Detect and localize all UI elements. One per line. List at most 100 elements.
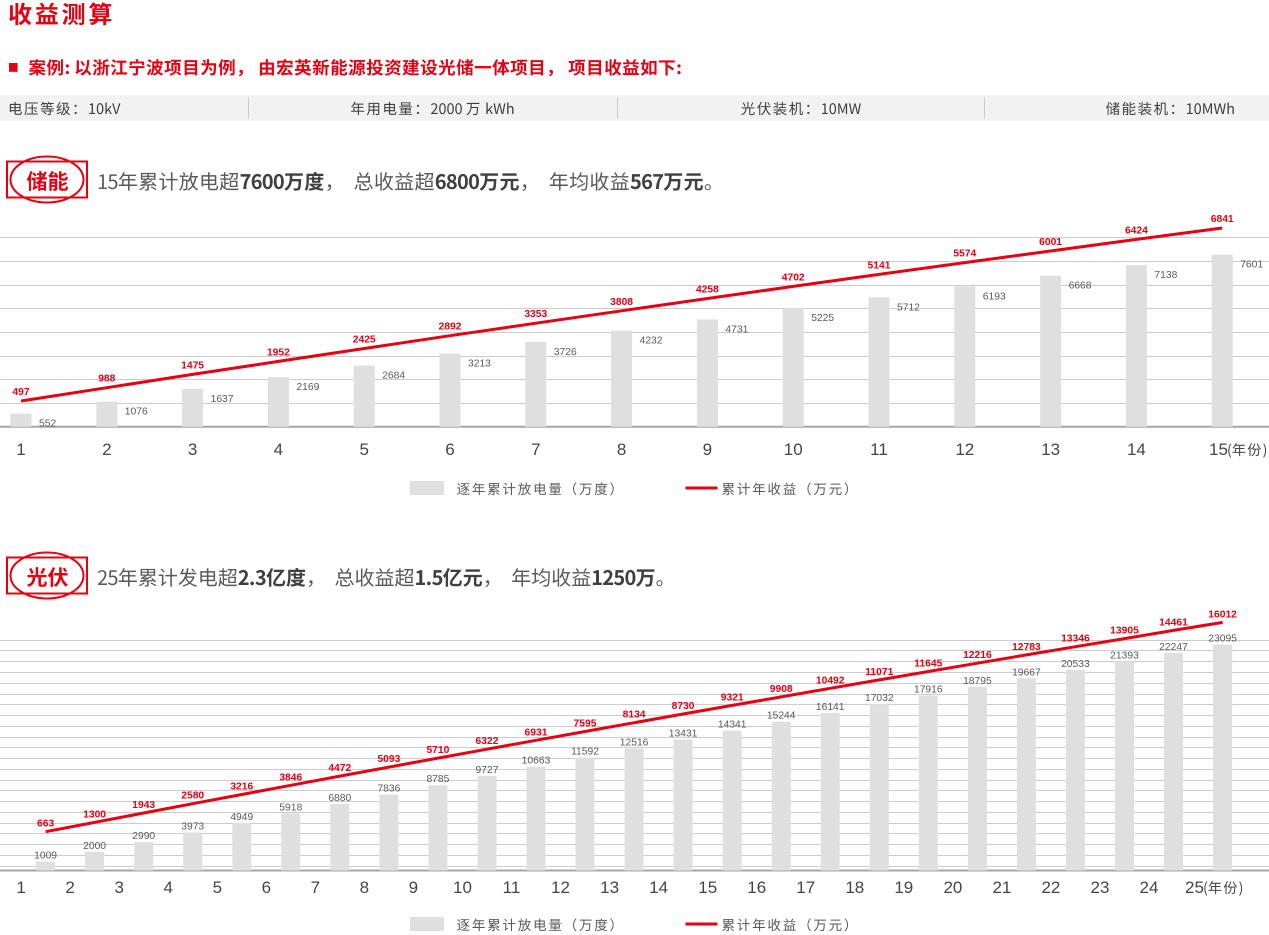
svg-text:5141: 5141 <box>868 260 891 271</box>
svg-text:22247: 22247 <box>1159 642 1188 653</box>
svg-text:11645: 11645 <box>914 659 942 670</box>
svg-text:9: 9 <box>703 440 712 459</box>
svg-text:4949: 4949 <box>230 812 253 823</box>
svg-text:1952: 1952 <box>267 347 290 358</box>
svg-text:9908: 9908 <box>770 684 793 695</box>
svg-text:1475: 1475 <box>181 360 204 371</box>
svg-text:6322: 6322 <box>476 736 499 747</box>
svg-text:3726: 3726 <box>554 347 577 358</box>
svg-text:19667: 19667 <box>1012 667 1041 678</box>
svg-text:2425: 2425 <box>353 335 376 346</box>
svg-text:1: 1 <box>16 878 25 897</box>
svg-text:6: 6 <box>445 440 454 459</box>
svg-text:14461: 14461 <box>1159 617 1188 628</box>
svg-text:8785: 8785 <box>426 774 449 785</box>
svg-text:22: 22 <box>1041 878 1060 897</box>
svg-text:15: 15 <box>698 878 717 897</box>
svg-text:2169: 2169 <box>296 382 319 393</box>
svg-text:16: 16 <box>747 878 766 897</box>
svg-text:13: 13 <box>1041 440 1060 459</box>
svg-text:6193: 6193 <box>983 291 1006 302</box>
svg-text:17: 17 <box>796 878 815 897</box>
svg-text:5574: 5574 <box>953 249 976 260</box>
svg-text:23: 23 <box>1091 878 1110 897</box>
svg-text:7138: 7138 <box>1154 270 1177 281</box>
svg-text:2: 2 <box>102 440 111 459</box>
svg-text:3216: 3216 <box>230 782 253 793</box>
svg-text:12216: 12216 <box>963 650 992 661</box>
svg-text:8134: 8134 <box>623 710 646 721</box>
svg-text:1943: 1943 <box>132 800 155 811</box>
svg-text:3: 3 <box>188 440 197 459</box>
svg-text:1637: 1637 <box>211 394 234 405</box>
svg-text:5093: 5093 <box>377 754 400 765</box>
svg-text:11071: 11071 <box>865 667 893 678</box>
svg-text:12516: 12516 <box>620 738 649 749</box>
svg-text:13: 13 <box>600 878 619 897</box>
svg-text:8: 8 <box>617 440 626 459</box>
svg-text:7836: 7836 <box>377 784 400 795</box>
svg-text:17032: 17032 <box>865 693 894 704</box>
svg-text:15: 15 <box>1209 440 1228 459</box>
svg-text:9321: 9321 <box>721 692 744 703</box>
svg-text:2: 2 <box>65 878 74 897</box>
svg-text:21393: 21393 <box>1110 650 1139 661</box>
svg-text:5225: 5225 <box>811 313 834 324</box>
svg-text:17916: 17916 <box>914 685 943 696</box>
svg-text:23095: 23095 <box>1208 634 1237 645</box>
svg-text:9: 9 <box>409 878 418 897</box>
svg-text:988: 988 <box>98 374 115 385</box>
svg-text:1009: 1009 <box>34 851 57 862</box>
svg-text:497: 497 <box>12 387 29 398</box>
svg-text:1300: 1300 <box>83 809 106 820</box>
svg-text:7601: 7601 <box>1240 260 1263 271</box>
svg-text:3213: 3213 <box>468 359 491 370</box>
svg-text:13431: 13431 <box>669 729 698 740</box>
svg-text:14: 14 <box>649 878 668 897</box>
svg-text:2684: 2684 <box>382 371 405 382</box>
svg-text:3808: 3808 <box>610 297 633 308</box>
svg-text:25: 25 <box>1185 878 1204 897</box>
svg-text:10492: 10492 <box>816 675 845 686</box>
svg-text:13346: 13346 <box>1061 634 1090 645</box>
svg-text:3973: 3973 <box>181 822 204 833</box>
svg-text:4: 4 <box>163 878 172 897</box>
svg-text:2990: 2990 <box>132 831 155 842</box>
svg-text:16141: 16141 <box>816 702 845 713</box>
svg-text:12: 12 <box>955 440 974 459</box>
svg-text:10: 10 <box>453 878 472 897</box>
svg-text:1076: 1076 <box>125 407 148 418</box>
svg-text:7595: 7595 <box>574 719 597 730</box>
svg-text:7: 7 <box>531 440 540 459</box>
svg-text:5710: 5710 <box>426 745 449 756</box>
svg-text:2000: 2000 <box>83 841 106 852</box>
svg-text:552: 552 <box>39 419 56 430</box>
svg-text:3846: 3846 <box>279 772 302 783</box>
svg-text:4702: 4702 <box>782 272 805 283</box>
svg-text:3: 3 <box>114 878 123 897</box>
svg-text:15244: 15244 <box>767 711 796 722</box>
svg-text:1: 1 <box>16 440 25 459</box>
svg-text:5: 5 <box>359 440 368 459</box>
svg-text:8730: 8730 <box>672 701 695 712</box>
svg-text:3353: 3353 <box>524 309 547 320</box>
svg-text:10: 10 <box>784 440 803 459</box>
svg-text:5: 5 <box>213 878 222 897</box>
svg-text:14: 14 <box>1127 440 1146 459</box>
svg-text:11: 11 <box>870 440 888 459</box>
svg-text:4232: 4232 <box>640 336 663 347</box>
svg-text:5918: 5918 <box>279 802 302 813</box>
svg-text:11: 11 <box>503 878 521 897</box>
svg-text:6841: 6841 <box>1211 214 1234 225</box>
svg-text:4472: 4472 <box>328 763 351 774</box>
svg-text:6880: 6880 <box>328 793 351 804</box>
svg-text:14341: 14341 <box>718 720 747 731</box>
svg-text:20533: 20533 <box>1061 659 1090 670</box>
svg-text:663: 663 <box>37 819 54 830</box>
svg-text:5712: 5712 <box>897 302 920 313</box>
svg-text:18: 18 <box>845 878 864 897</box>
svg-text:18795: 18795 <box>963 676 992 687</box>
svg-text:6001: 6001 <box>1039 237 1062 248</box>
svg-text:4: 4 <box>274 440 283 459</box>
svg-text:12: 12 <box>551 878 570 897</box>
